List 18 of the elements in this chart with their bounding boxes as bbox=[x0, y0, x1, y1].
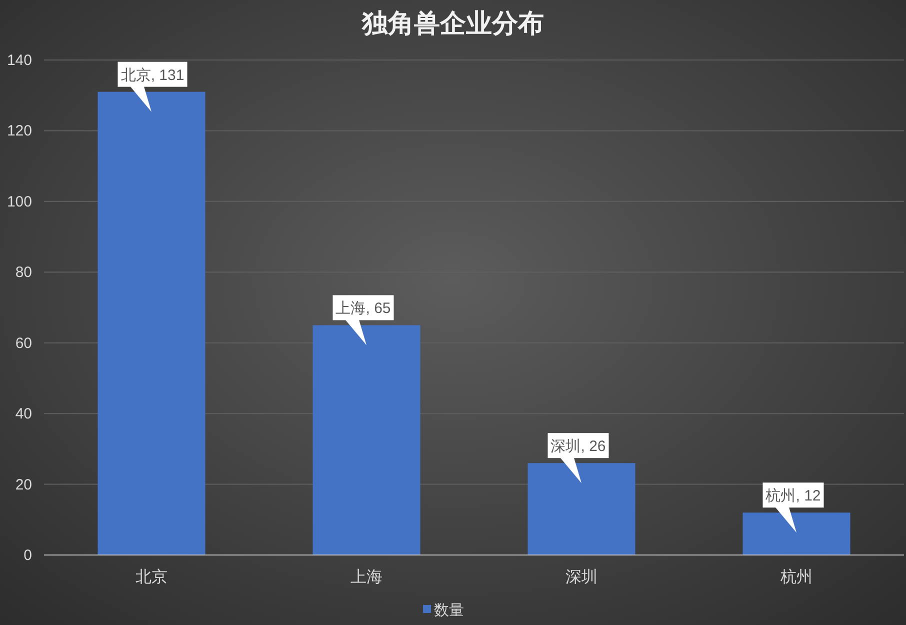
data-label: 杭州, 12 bbox=[764, 488, 821, 505]
x-tick-label: 上海 bbox=[350, 568, 382, 586]
y-tick-label: 80 bbox=[15, 264, 32, 282]
y-tick-label: 120 bbox=[6, 122, 32, 140]
data-label: 深圳, 26 bbox=[550, 438, 606, 456]
chart-title: 独角兽企业分布 bbox=[361, 8, 544, 38]
data-label: 上海, 65 bbox=[336, 300, 391, 318]
y-tick-label: 40 bbox=[15, 406, 32, 423]
y-tick-label: 140 bbox=[6, 52, 32, 69]
y-tick-label: 0 bbox=[24, 547, 32, 564]
legend-label: 数量 bbox=[434, 602, 464, 619]
y-tick-label: 20 bbox=[15, 476, 32, 494]
x-tick-label: 北京 bbox=[136, 568, 168, 586]
y-tick-label: 100 bbox=[6, 193, 32, 210]
x-tick-label: 深圳 bbox=[566, 568, 598, 586]
data-label: 北京, 131 bbox=[120, 66, 184, 84]
y-tick-label: 60 bbox=[15, 334, 32, 352]
x-tick-label: 杭州 bbox=[780, 568, 812, 586]
